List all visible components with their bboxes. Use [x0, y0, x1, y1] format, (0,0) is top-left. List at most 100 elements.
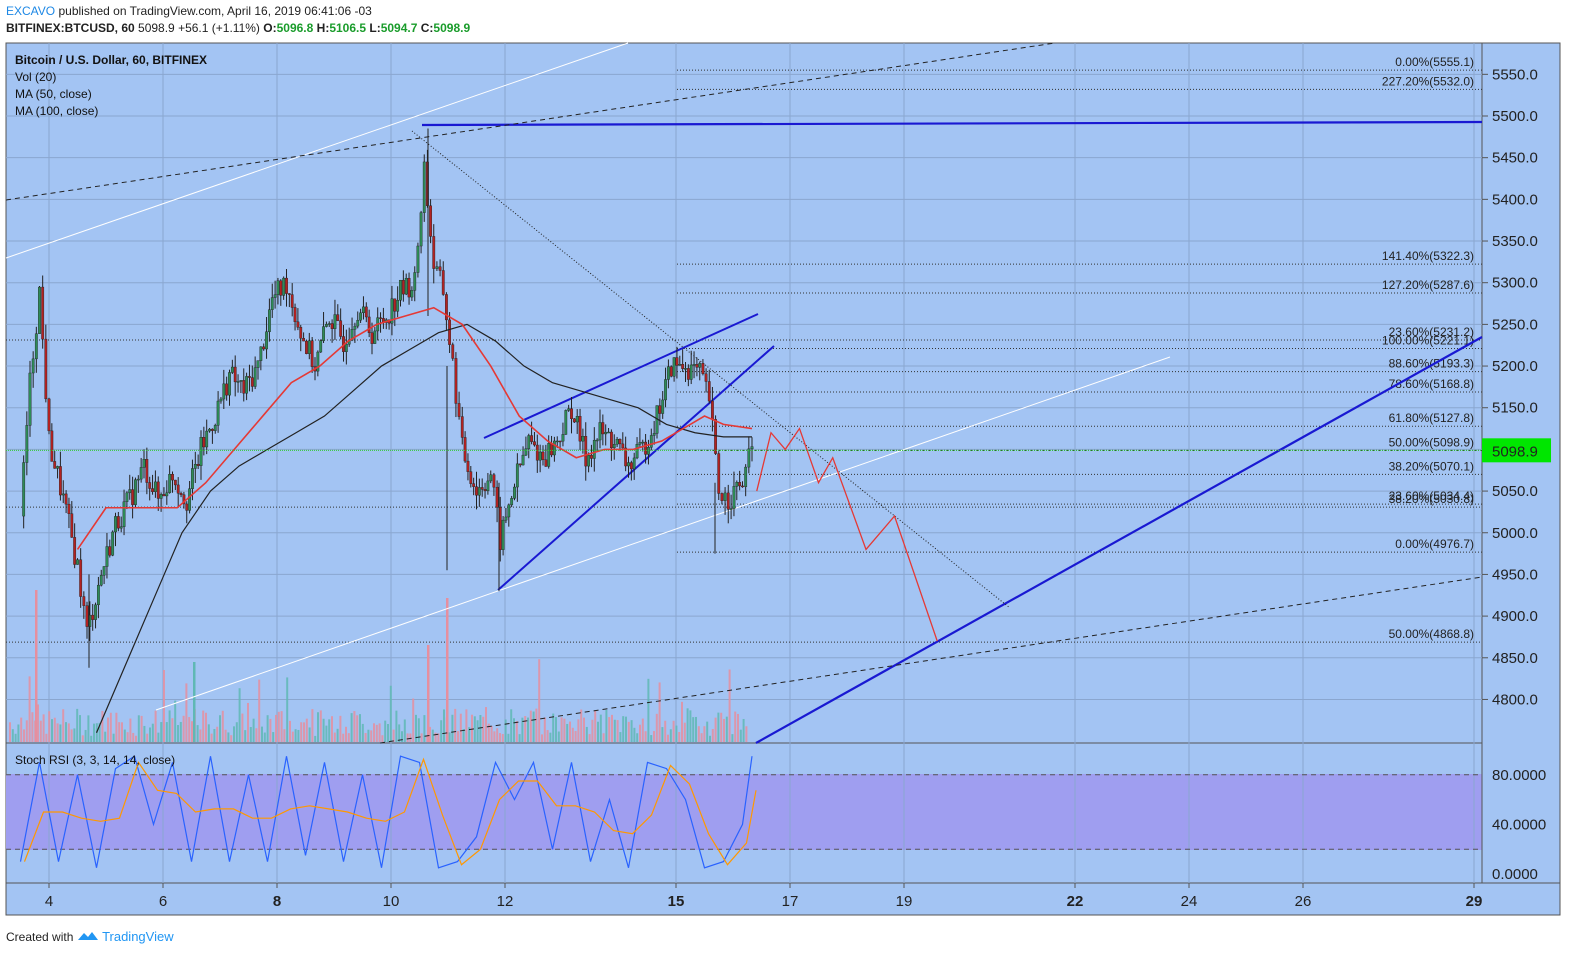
- main-pane[interactable]: [5, 42, 1483, 744]
- volume-bar: [11, 729, 14, 742]
- time-axis[interactable]: [5, 882, 1561, 916]
- volume-bar: [359, 714, 361, 742]
- volume-bar: [681, 701, 683, 742]
- volume-bar: [160, 722, 163, 742]
- volume-bar: [143, 725, 146, 742]
- candle-body: [273, 294, 277, 298]
- volume-bar: [205, 712, 207, 742]
- candle-body: [151, 488, 154, 492]
- volume-bar: [207, 724, 210, 742]
- volume-bar: [31, 712, 34, 742]
- volume-bar: [725, 716, 728, 742]
- candle-body: [669, 366, 673, 377]
- candle-body: [64, 493, 68, 505]
- candle-body: [41, 286, 45, 340]
- volume-bar: [664, 720, 667, 742]
- volume-bar: [227, 732, 230, 742]
- candle-body: [558, 440, 562, 443]
- volume-bar: [389, 685, 392, 742]
- candle-body: [99, 575, 103, 586]
- candle-body: [698, 363, 702, 368]
- candle-body: [79, 559, 83, 597]
- volume-bar: [177, 725, 179, 742]
- candle-body: [612, 444, 616, 449]
- candle-body: [379, 317, 382, 319]
- volume-bar: [622, 716, 625, 742]
- candle-body: [67, 503, 71, 514]
- volume-bar: [471, 714, 473, 742]
- candle-body: [213, 425, 217, 431]
- channel-upper-line: [5, 42, 629, 259]
- volume-bar: [566, 723, 569, 742]
- candle-body: [279, 280, 283, 296]
- volume-bar: [409, 733, 412, 742]
- candle-body: [265, 331, 268, 350]
- candle-body: [336, 314, 340, 321]
- fib-label: 50.00%(5098.9): [1389, 435, 1474, 449]
- volume-bar: [84, 729, 87, 742]
- open-label: O:: [263, 21, 277, 35]
- volume-bar: [485, 707, 487, 742]
- candle-body: [504, 516, 508, 521]
- low-value: 5094.7: [380, 21, 418, 35]
- volume-bar: [518, 734, 521, 742]
- upper-dashed-line: [5, 42, 1056, 201]
- volume-bar: [48, 711, 51, 742]
- volume-bar: [529, 710, 532, 742]
- volume-bar: [451, 714, 454, 742]
- volume-bar: [25, 720, 28, 742]
- candle-body: [245, 376, 248, 394]
- candle-body: [253, 367, 257, 387]
- candle-body: [720, 493, 724, 501]
- volume-bar: [429, 726, 431, 742]
- volume-bar: [440, 720, 443, 742]
- volume-bar: [427, 645, 430, 742]
- candle-body: [686, 368, 690, 380]
- candle-body: [448, 319, 451, 345]
- candle-body: [513, 486, 516, 499]
- volume-bar: [403, 719, 406, 742]
- volume-bar: [107, 717, 109, 742]
- candle-body: [182, 494, 186, 505]
- volume-bar: [490, 725, 493, 742]
- volume-bar: [174, 700, 177, 742]
- candle-body: [684, 368, 687, 370]
- tradingview-brand[interactable]: TradingView: [102, 929, 174, 944]
- author-link[interactable]: EXCAVO: [6, 4, 56, 18]
- candle-body: [76, 559, 79, 565]
- price-axis[interactable]: [1481, 42, 1561, 884]
- volume-bar: [532, 711, 535, 742]
- candle-body: [216, 400, 220, 426]
- candle-body: [678, 364, 682, 366]
- volume-bar: [244, 730, 247, 742]
- candle-body: [701, 363, 705, 374]
- volume-bar: [510, 709, 513, 742]
- candle-body: [518, 463, 522, 466]
- volume-bar: [521, 717, 524, 742]
- y-tick-label: 4850.0: [1492, 650, 1538, 667]
- volume-bar: [261, 726, 263, 742]
- candle-body: [711, 400, 714, 420]
- volume-bar: [286, 677, 289, 742]
- candle-body: [116, 516, 120, 529]
- volume-bar: [692, 717, 695, 742]
- candle-body: [587, 455, 591, 467]
- volume-bar: [353, 711, 356, 742]
- candle-body: [310, 340, 314, 367]
- volume-bar: [689, 710, 692, 742]
- candle-body: [738, 482, 742, 487]
- candle-body: [726, 492, 730, 510]
- volume-bar: [56, 723, 59, 742]
- volume-bar: [297, 729, 300, 742]
- volume-bar: [527, 717, 529, 742]
- volume-bar: [238, 688, 241, 742]
- volume-bar: [193, 662, 196, 742]
- y-tick-label: 4900.0: [1492, 608, 1538, 625]
- ma50-line: [76, 306, 753, 550]
- volume-bar: [115, 712, 118, 742]
- volume-bar: [20, 717, 23, 742]
- volume-bar: [317, 712, 319, 742]
- candle-body: [307, 340, 311, 354]
- volume-bar: [39, 720, 42, 742]
